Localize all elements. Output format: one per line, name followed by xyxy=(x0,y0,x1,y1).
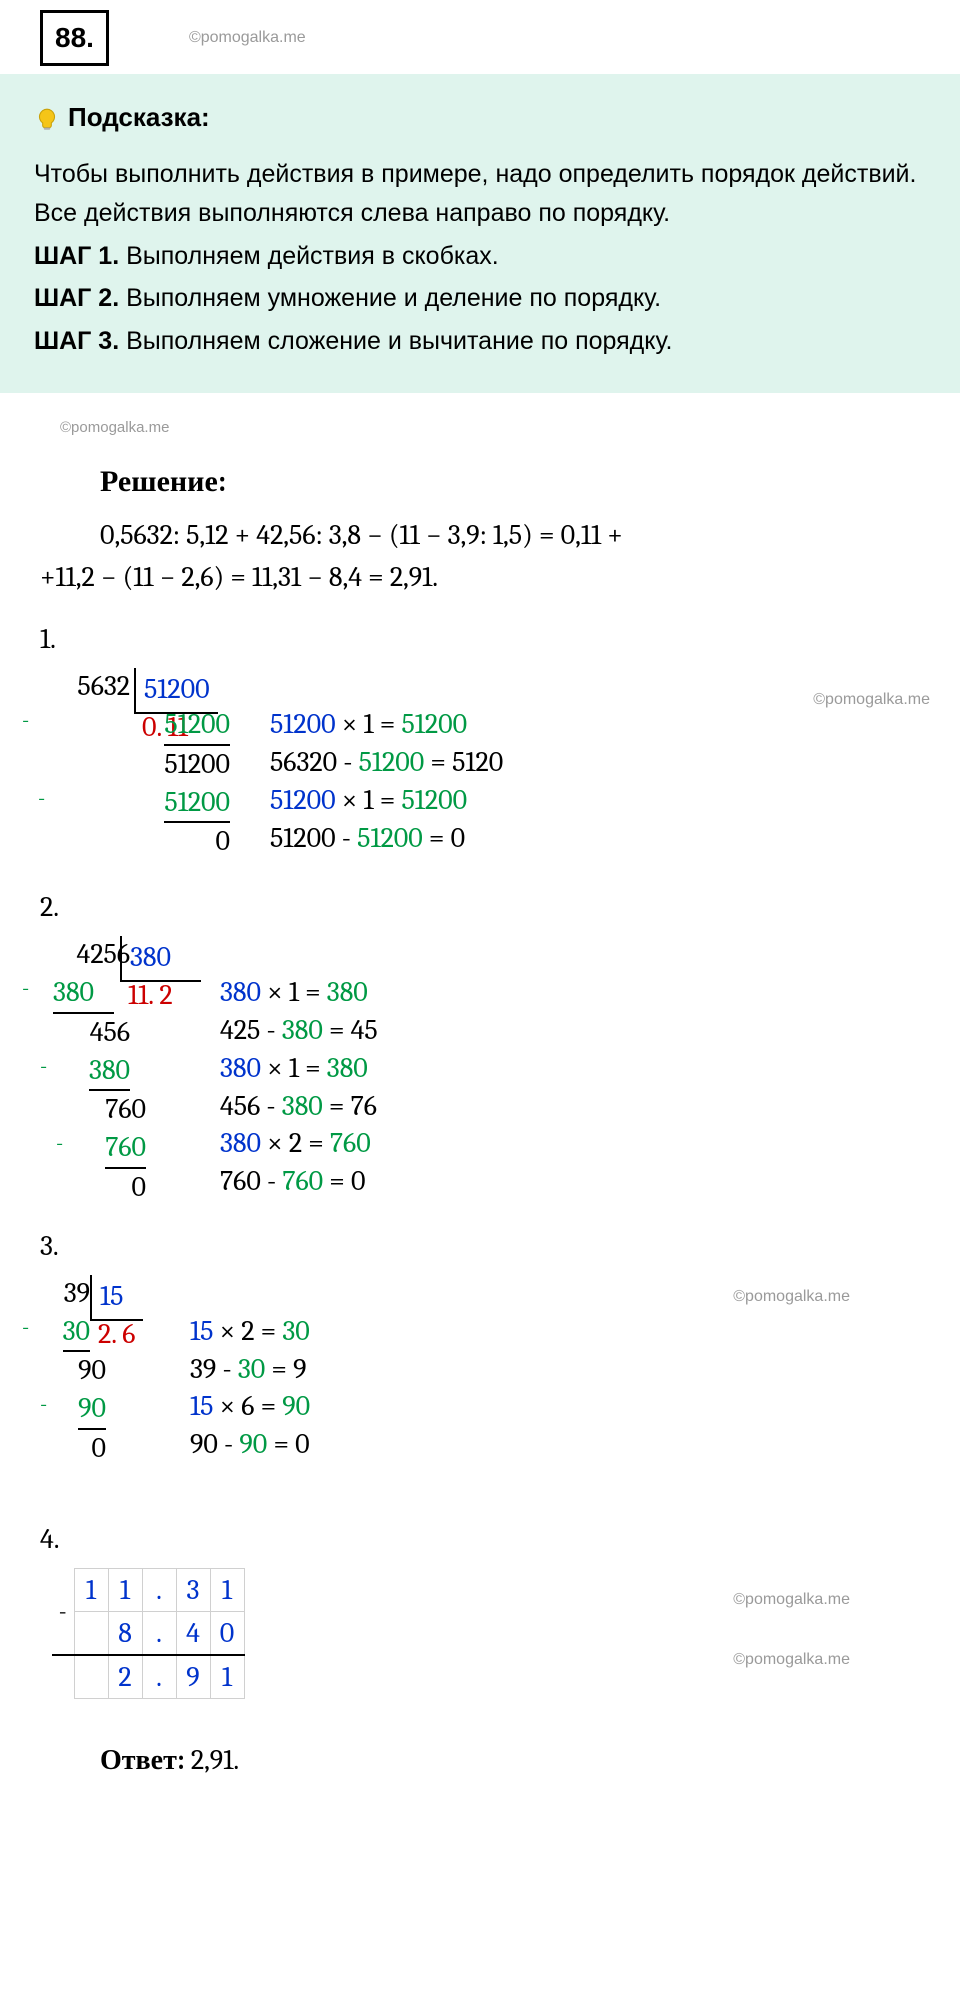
explain-line: 51200 - 51200 = 0 xyxy=(270,820,503,858)
d2r4: 760 xyxy=(105,1093,146,1125)
d2r3: 380 xyxy=(89,1052,130,1092)
d1r3: 51200 xyxy=(164,784,230,824)
answer: Ответ: 2,91. xyxy=(100,1739,920,1781)
header-row: 88. ©pomogalka.me xyxy=(40,10,920,66)
div1-dividend: 5632 xyxy=(77,670,130,702)
minus-icon: - xyxy=(22,706,29,736)
explain-1: 51200 × 1 = 5120056320 - 51200 = 5120512… xyxy=(270,706,503,857)
explain-line: 380 × 2 = 760 xyxy=(220,1125,378,1163)
minus-icon: - xyxy=(22,974,29,1004)
s4-r3c5: 1 xyxy=(210,1655,244,1699)
step2-text: Выполняем умножение и деление по порядку… xyxy=(119,284,661,312)
watermark-top: ©pomogalka.me xyxy=(189,26,306,50)
step3-text: Выполняем сложение и вычитание по порядк… xyxy=(119,327,672,355)
division-3: 39 15 2. 6 -30 90 -90 0 15 × 2 = 3039 - … xyxy=(40,1275,920,1468)
answer-label: Ответ: xyxy=(100,1744,185,1776)
step1-label: ШАГ 1. xyxy=(34,242,119,270)
d3r2: 90 xyxy=(78,1354,106,1386)
task-number: 88. xyxy=(40,10,109,66)
explain-line: 90 - 90 = 0 xyxy=(190,1426,310,1464)
s4-r2c1 xyxy=(74,1611,108,1655)
minus-icon: - xyxy=(52,1568,74,1655)
s4-r2c5: 0 xyxy=(210,1611,244,1655)
s4-r1c3: . xyxy=(142,1568,176,1611)
s4-r1c5: 1 xyxy=(210,1568,244,1611)
s4-r1c1: 1 xyxy=(74,1568,108,1611)
expr-line1: 0,5632: 5,12 + 42,56: 3,8 − (11 − 3,9: 1… xyxy=(100,514,920,556)
hint-text: Чтобы выполнить действия в примере, надо… xyxy=(34,155,926,361)
minus-icon: - xyxy=(22,1313,29,1343)
watermark-2: ©pomogalka.me xyxy=(60,417,920,440)
explain-line: 39 - 30 = 9 xyxy=(190,1351,310,1389)
hint-box: Подсказка: Чтобы выполнить действия в пр… xyxy=(0,74,960,393)
minus-icon: - xyxy=(56,1129,63,1159)
d1r2: 51200 xyxy=(164,748,230,780)
hint-intro: Чтобы выполнить действия в примере, надо… xyxy=(34,155,926,233)
watermark-5: ©pomogalka.me xyxy=(733,1588,850,1612)
explain-line: 760 - 760 = 0 xyxy=(220,1163,378,1201)
explain-line: 425 - 380 = 45 xyxy=(220,1012,378,1050)
d2r1: 380 xyxy=(53,974,114,1014)
minus-icon: - xyxy=(40,1052,47,1082)
s4-r3c3: . xyxy=(142,1655,176,1699)
minus-icon: - xyxy=(40,1390,47,1420)
d2r5: 760 xyxy=(105,1129,146,1169)
explain-line: 15 × 6 = 90 xyxy=(190,1388,310,1426)
d2r6: 0 xyxy=(132,1171,146,1203)
s4-r1c4: 3 xyxy=(176,1568,210,1611)
d1r4: 0 xyxy=(216,825,230,857)
step3-label: ШАГ 3. xyxy=(34,327,119,355)
section-1-num: 1. xyxy=(40,618,920,660)
section-2-num: 2. xyxy=(40,886,920,928)
explain-line: 380 × 1 = 380 xyxy=(220,1050,378,1088)
solution-title: Решение: xyxy=(100,459,920,504)
s4-r2c2: 8 xyxy=(108,1611,142,1655)
watermark-6: ©pomogalka.me xyxy=(733,1648,850,1672)
s4-r3c4: 9 xyxy=(176,1655,210,1699)
subtraction-table: - 1 1 . 3 1 8 . 4 0 2 . 9 1 xyxy=(52,1568,245,1699)
answer-value: 2,91. xyxy=(185,1744,239,1776)
explain-line: 51200 × 1 = 51200 xyxy=(270,706,503,744)
minus-icon: - xyxy=(38,784,45,814)
s4-r1c2: 1 xyxy=(108,1568,142,1611)
explain-line: 15 × 2 = 30 xyxy=(190,1313,310,1351)
explain-3: 15 × 2 = 3039 - 30 = 915 × 6 = 9090 - 90… xyxy=(190,1313,310,1464)
d2r2: 456 xyxy=(90,1016,130,1048)
explain-2: 380 × 1 = 380425 - 380 = 45380 × 1 = 380… xyxy=(220,974,378,1201)
expr-line2: +11,2 − (11 − 2,6) = 11,31 − 8,4 = 2,91. xyxy=(40,556,920,598)
watermark-4: ©pomogalka.me xyxy=(733,1285,850,1309)
division-2: 4256 380 11. 2 -380 456 -380 760 -760 0 … xyxy=(40,936,920,1207)
explain-line: 456 - 380 = 76 xyxy=(220,1088,378,1126)
s4-r3c1 xyxy=(74,1655,108,1699)
lightbulb-icon xyxy=(34,105,60,131)
d1r1: 51200 xyxy=(164,706,230,746)
d3r1: 30 xyxy=(63,1313,90,1353)
main-expression: 0,5632: 5,12 + 42,56: 3,8 − (11 − 3,9: 1… xyxy=(40,514,920,598)
s4-r2c4: 4 xyxy=(176,1611,210,1655)
explain-line: 51200 × 1 = 51200 xyxy=(270,782,503,820)
step2-label: ШАГ 2. xyxy=(34,284,119,312)
section-4-num: 4. xyxy=(40,1518,920,1560)
explain-line: 56320 - 51200 = 5120 xyxy=(270,744,503,782)
div3-dividend: 39 xyxy=(64,1277,90,1309)
s4-r2c3: . xyxy=(142,1611,176,1655)
s4-r3c2: 2 xyxy=(108,1655,142,1699)
section-3-num: 3. xyxy=(40,1225,920,1267)
watermark-3: ©pomogalka.me xyxy=(813,688,930,712)
d3r4: 0 xyxy=(92,1432,106,1464)
explain-line: 380 × 1 = 380 xyxy=(220,974,378,1012)
step1-text: Выполняем действия в скобках. xyxy=(119,242,499,270)
hint-title: Подсказка: xyxy=(34,98,926,137)
hint-title-text: Подсказка: xyxy=(68,98,210,137)
division-1: 5632 51200 0. 11 -51200 51200 -51200 0 5… xyxy=(40,668,920,868)
d3r3: 90 xyxy=(78,1390,106,1430)
